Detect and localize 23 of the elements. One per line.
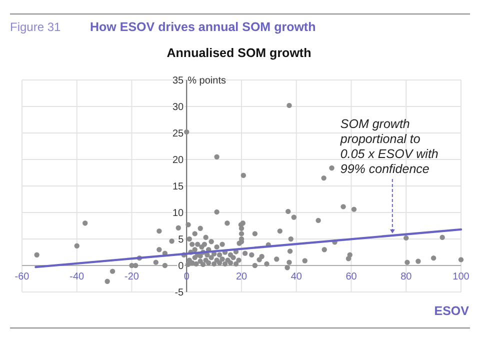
caption: Figure 31: [10, 20, 62, 34]
y-tick-label: -5: [174, 288, 184, 298]
y-tick-label: 20: [172, 155, 184, 166]
y-tick-label: 25: [172, 128, 184, 140]
y-axis-title: % points: [188, 76, 226, 86]
x-tick-label: 60: [346, 272, 358, 282]
annotation: SOM growth proportional to 0.05 x ESOV with 99% confidence: [339, 117, 438, 176]
x-tick-label: -20: [124, 272, 140, 282]
y-tick-label: 10: [172, 208, 184, 219]
chart-subtitle: Annualised SOM growth: [166, 46, 312, 60]
y-tick-label: 5: [178, 234, 184, 246]
x-tick-label: -40: [70, 272, 85, 282]
x-axis-title: ESOV: [434, 304, 470, 318]
x-tick-label: 80: [400, 272, 412, 282]
x-tick-label: 20: [236, 272, 248, 282]
chart-title: How ESOV drives annual SOM growth: [90, 20, 316, 34]
y-tick-label: 35: [172, 76, 184, 86]
y-tick-label: 30: [172, 102, 184, 113]
y-tick-label: 0: [178, 261, 184, 272]
x-tick-label: -60: [14, 272, 30, 282]
x-tick-label: 40: [290, 272, 302, 282]
y-tick-label: 15: [172, 182, 184, 192]
x-tick-label: 100: [452, 272, 470, 282]
